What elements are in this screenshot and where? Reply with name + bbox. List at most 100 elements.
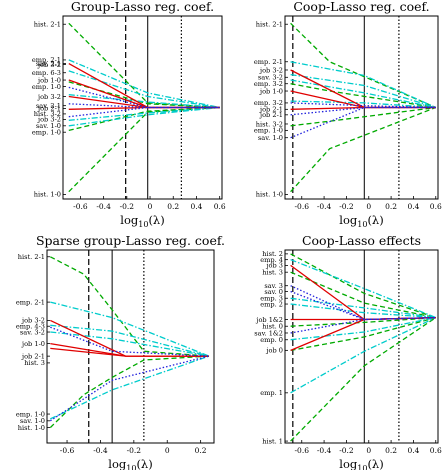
- series-label: job 3: [265, 262, 283, 270]
- series-line: [49, 355, 210, 422]
- x-tick-label: -0.4: [317, 202, 332, 211]
- x-tick-label: 0.6: [430, 202, 442, 211]
- series-label: hist. 1-0: [18, 424, 45, 432]
- series-label: job 3-2: [259, 66, 283, 74]
- chart-title: Coop-Lasso effects: [302, 233, 421, 248]
- x-axis-label: log10(λ): [120, 213, 164, 229]
- series-label: sav. 2-1: [36, 60, 61, 68]
- x-tick-label: 0.4: [407, 202, 419, 211]
- series-label: job 1-0: [21, 340, 45, 348]
- x-tick-label: -0.4: [317, 446, 332, 455]
- series-line: [290, 290, 436, 321]
- series-line: [290, 106, 436, 116]
- series-label: emp. 3-2: [254, 80, 283, 88]
- x-axis-label: log10(λ): [108, 457, 152, 470]
- series-line: [290, 106, 437, 193]
- series-label: hist. 3: [24, 359, 45, 367]
- plot-frame: [284, 15, 439, 200]
- series-label: sav. 0: [264, 288, 283, 296]
- series-line: [50, 331, 210, 357]
- series-label: hist. 2: [262, 250, 283, 258]
- series-line: [290, 253, 437, 319]
- x-tick-label: -0.2: [339, 446, 354, 455]
- series-label: job 1-0: [37, 76, 61, 84]
- series-label: hist. 2-1: [18, 253, 45, 261]
- series-line: [290, 79, 436, 109]
- series-line: [290, 73, 436, 109]
- x-tick-label: 0: [148, 202, 153, 211]
- series-line: [68, 81, 220, 109]
- x-tick-label: 0.6: [214, 202, 226, 211]
- x-tick-label: -0.6: [60, 446, 75, 455]
- series-line: [68, 106, 220, 127]
- series-label: emp. 1-0: [32, 83, 61, 91]
- chart-title: Coop-Lasso reg. coef.: [293, 0, 429, 14]
- series-line: [68, 103, 220, 109]
- series-line: [290, 317, 437, 442]
- series-label: hist. 3: [262, 268, 283, 276]
- series-label: sav. 3-2: [258, 74, 283, 82]
- plot-frame: [46, 249, 215, 444]
- series-label: sav. 3-2: [20, 328, 45, 336]
- series-label: hist. 1-0: [34, 191, 61, 199]
- series-label: sav. 2-1: [36, 102, 61, 110]
- series-line: [290, 316, 436, 334]
- series-label: sav. 1&2: [254, 329, 283, 337]
- series-line: [290, 61, 437, 109]
- series-line: [290, 271, 436, 319]
- series-label: emp. 6-3: [32, 69, 61, 77]
- series-line: [50, 256, 210, 357]
- series-line: [68, 94, 220, 109]
- series-label: emp. 1-0: [32, 129, 61, 137]
- series-line: [50, 324, 210, 357]
- series-label: job 2-1: [259, 111, 283, 119]
- series-line: [50, 347, 209, 357]
- series-label: sav. 1-0: [20, 417, 45, 425]
- series-label: hist. 3-2: [256, 120, 283, 128]
- x-tick-label: 0.2: [167, 202, 179, 211]
- series-label: emp. 1-0: [254, 127, 283, 135]
- series-line: [290, 90, 436, 109]
- series-line: [68, 59, 220, 109]
- series-line: [68, 22, 220, 109]
- plot-frame: [284, 249, 439, 444]
- series-label: emp. 3: [260, 295, 283, 303]
- series-label: job 0: [265, 347, 283, 355]
- series-label: emp. 2-1: [16, 298, 45, 306]
- series-label: emp. 2-1: [32, 56, 61, 64]
- series-label: sav. 1-0: [258, 134, 283, 142]
- x-axis-label: log10(λ): [339, 457, 383, 470]
- series-label: job 2-1: [21, 352, 45, 360]
- x-tick-label: 0: [165, 446, 170, 455]
- series-line: [68, 106, 220, 193]
- series-label: emp. 1: [260, 389, 283, 397]
- series-label: job 3-2: [21, 317, 45, 325]
- series-line: [290, 297, 436, 319]
- series-label: hist. 2-1: [256, 21, 283, 29]
- series-line: [290, 316, 436, 341]
- series-line: [290, 22, 437, 109]
- chart-panel-1: Group-Lasso reg. coef. -0.6 -0.4 -0.2 0 0.2 0.…: [32, 0, 226, 229]
- x-tick-label: -0.2: [339, 202, 354, 211]
- x-tick-label: 0.4: [190, 202, 202, 211]
- series-line: [290, 317, 437, 394]
- x-tick-label: -0.2: [120, 202, 135, 211]
- series-label: job 3-2: [37, 93, 61, 101]
- series-line: [68, 106, 220, 132]
- series-label: job 2-1: [259, 106, 283, 114]
- x-tick-label: -0.6: [295, 446, 310, 455]
- x-tick-label: 0.2: [195, 446, 207, 455]
- series-line: [290, 102, 436, 109]
- x-tick-label: -0.2: [127, 446, 142, 455]
- x-tick-label: -0.4: [96, 202, 111, 211]
- series-label: emp. 3-2: [254, 99, 283, 107]
- plot-frame: [62, 15, 223, 200]
- series-label: emp. 4-3: [16, 323, 45, 331]
- series-line: [50, 326, 210, 357]
- series-line: [290, 106, 436, 139]
- series-label: emp. 2: [260, 300, 283, 308]
- series-label: emp. 1-0: [16, 410, 45, 418]
- series-label: hist. 0: [262, 323, 283, 331]
- x-tick-label: -0.4: [93, 446, 108, 455]
